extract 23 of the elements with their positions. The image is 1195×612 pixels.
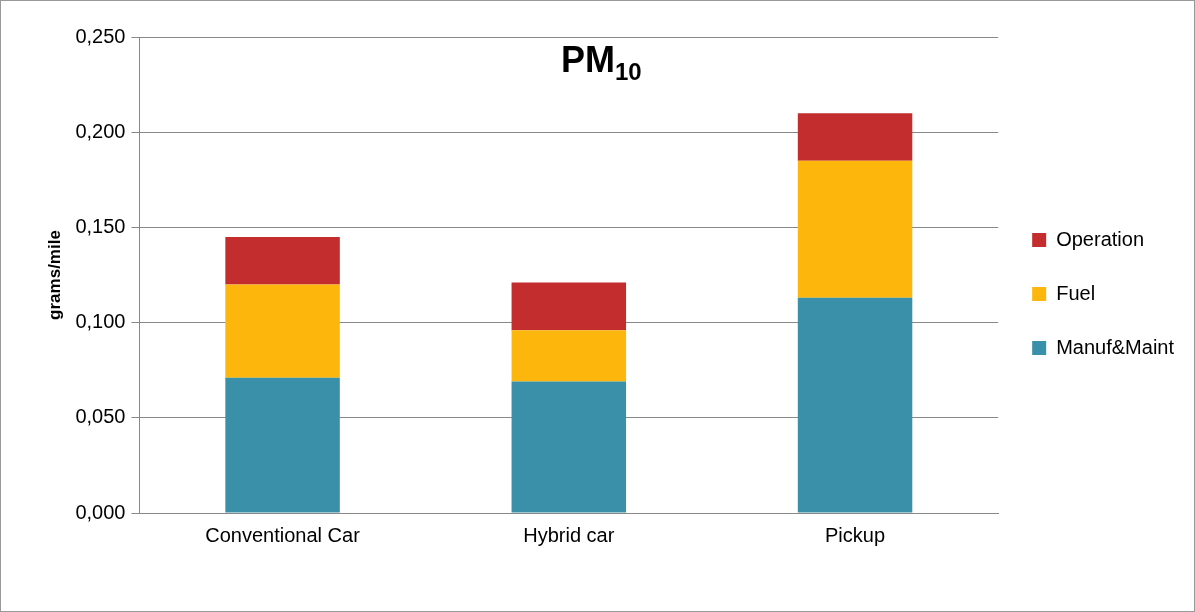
bar [797,160,913,298]
legend-label: Manuf&Maint [1056,335,1175,358]
y-tick-label: 0,200 [75,119,126,142]
y-axis-title: grams/mile [44,230,64,320]
legend-label: Fuel [1056,281,1096,304]
x-tick-label: Conventional Car [205,523,361,546]
bar [797,113,913,161]
bar [225,284,340,378]
bar [225,377,340,513]
y-tick-label: 0,050 [75,405,126,428]
bar [225,236,340,285]
bar [511,282,627,331]
x-tick-label: Pickup [825,523,886,546]
y-tick-label: 0,150 [75,214,126,237]
legend-label: Operation [1056,227,1145,250]
y-tick-label: 0,100 [75,310,126,333]
bar [511,330,627,382]
bar [797,297,913,513]
y-tick-label: 0,000 [75,500,126,523]
chart-title: PM$_{10}$ [561,39,642,87]
x-tick-label: Hybrid car [523,523,615,546]
bar [511,381,627,513]
y-tick-label: 0,250 [75,24,126,47]
